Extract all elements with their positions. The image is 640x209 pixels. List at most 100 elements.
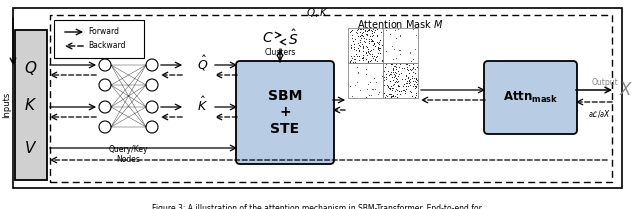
Point	[408, 79, 419, 83]
Point	[406, 90, 417, 93]
Point	[408, 57, 418, 60]
Point	[369, 31, 379, 34]
Point	[394, 65, 404, 69]
Point	[343, 60, 353, 64]
Point	[349, 43, 360, 46]
Point	[401, 81, 411, 84]
Point	[366, 39, 376, 42]
Point	[375, 51, 385, 55]
Point	[378, 27, 388, 30]
Point	[361, 51, 371, 55]
Point	[363, 28, 373, 31]
Point	[365, 27, 375, 30]
Point	[370, 59, 380, 62]
Point	[352, 81, 362, 84]
Point	[394, 27, 404, 30]
Point	[387, 72, 397, 75]
Point	[374, 48, 384, 52]
Point	[364, 38, 374, 41]
Point	[381, 77, 391, 80]
Text: Query/Key
Nodes: Query/Key Nodes	[108, 145, 148, 164]
Point	[401, 74, 411, 77]
Text: Forward: Forward	[88, 28, 119, 37]
Point	[369, 29, 380, 32]
Point	[361, 57, 371, 60]
Point	[390, 71, 401, 75]
Point	[412, 90, 422, 93]
Point	[405, 52, 415, 55]
Point	[346, 45, 356, 48]
Point	[397, 89, 408, 92]
Point	[355, 38, 365, 41]
Point	[401, 85, 411, 88]
Point	[408, 65, 418, 68]
Point	[374, 90, 384, 94]
Point	[394, 61, 404, 65]
Point	[391, 37, 401, 40]
Point	[364, 48, 374, 51]
Point	[387, 62, 397, 66]
Point	[369, 41, 380, 44]
Point	[364, 40, 374, 43]
Point	[362, 27, 372, 30]
Point	[346, 46, 356, 50]
Point	[403, 68, 413, 71]
Point	[368, 40, 378, 43]
Point	[410, 95, 420, 98]
Point	[358, 56, 369, 60]
Text: $Q$: $Q$	[24, 59, 38, 77]
Point	[388, 94, 398, 98]
Point	[381, 93, 392, 97]
Point	[385, 96, 396, 99]
Point	[368, 33, 378, 37]
Point	[361, 37, 371, 40]
Point	[399, 83, 410, 86]
Point	[358, 31, 368, 34]
Point	[391, 65, 401, 68]
Point	[351, 65, 362, 69]
Point	[392, 96, 403, 99]
Point	[391, 56, 401, 59]
Point	[412, 66, 422, 69]
Point	[413, 94, 423, 98]
Point	[381, 62, 391, 66]
Point	[355, 31, 365, 34]
Point	[366, 48, 376, 52]
Point	[377, 75, 387, 78]
Point	[389, 82, 399, 85]
Point	[358, 59, 368, 62]
Point	[411, 34, 421, 37]
Point	[388, 65, 399, 68]
Point	[382, 96, 392, 99]
Point	[353, 27, 363, 30]
Point	[354, 50, 364, 53]
Point	[405, 50, 415, 54]
Point	[362, 45, 372, 48]
Bar	[15, 30, 47, 180]
Point	[386, 92, 396, 95]
Point	[412, 78, 422, 81]
Point	[345, 31, 355, 34]
Point	[388, 83, 398, 86]
Point	[360, 41, 370, 44]
Point	[365, 80, 375, 84]
Point	[401, 67, 412, 70]
Point	[346, 84, 356, 88]
Point	[385, 80, 395, 83]
Point	[367, 53, 378, 56]
Point	[367, 31, 377, 34]
Point	[353, 49, 364, 52]
Text: Inputs: Inputs	[3, 92, 12, 118]
Point	[372, 47, 383, 50]
Point	[372, 33, 382, 36]
Point	[379, 78, 389, 81]
Point	[349, 57, 359, 61]
Point	[389, 73, 399, 76]
Point	[370, 58, 380, 61]
Point	[409, 77, 419, 80]
Point	[385, 87, 396, 90]
Point	[366, 59, 376, 62]
Point	[380, 95, 390, 98]
Point	[346, 43, 356, 46]
Point	[364, 27, 374, 30]
